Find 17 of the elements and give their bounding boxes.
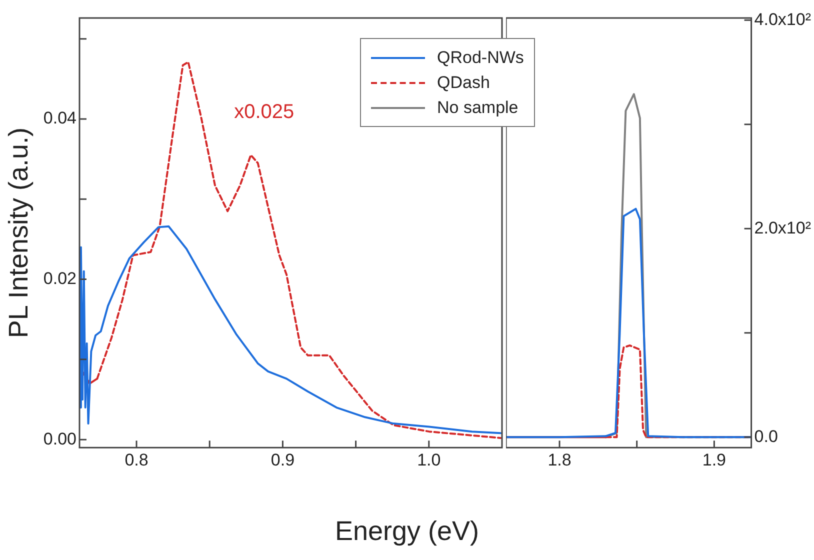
- x-axis-title: Energy (eV): [334, 516, 480, 547]
- legend-label: No sample: [437, 98, 518, 118]
- y-tick-label: 2.0x10²: [754, 218, 812, 238]
- y-tick-label: 4.0x10²: [754, 10, 812, 29]
- legend-label: QDash: [437, 72, 490, 92]
- y-tick-label: 0.0: [754, 426, 778, 446]
- y-tick-label: 0.00: [43, 429, 76, 448]
- annotation: x0.025: [234, 101, 294, 124]
- x-tick-label: 1.8: [548, 450, 572, 470]
- y-axis-title: PL Intensity (a.u.): [4, 127, 34, 338]
- y-tick-label: 0.04: [43, 108, 76, 128]
- x-tick-label: 1.0: [417, 450, 441, 470]
- x-tick-label: 0.9: [270, 450, 295, 470]
- legend-label: QRod-NWs: [437, 48, 524, 68]
- y-tick-label: 0.02: [43, 268, 76, 288]
- x-tick-label: 0.8: [124, 450, 148, 470]
- x-tick-label: 1.9: [702, 450, 726, 470]
